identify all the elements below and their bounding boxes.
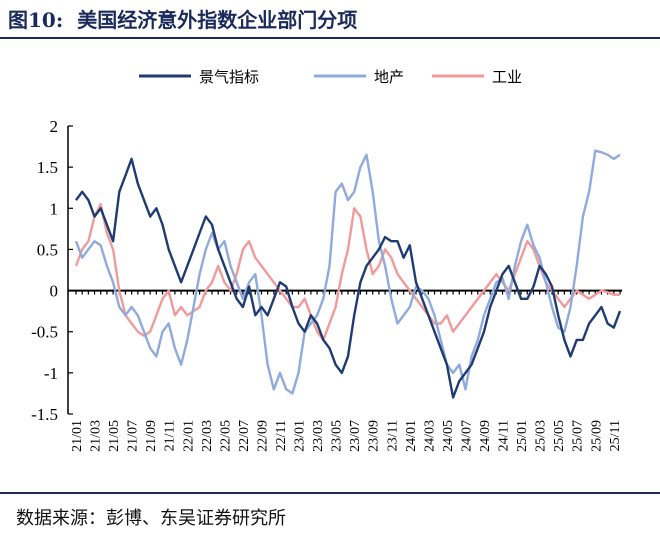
x-tick-label: 22/09 (255, 420, 270, 452)
figure-title: 图10: 美国经济意外指数企业部门分项 (8, 4, 357, 33)
x-tick-label: 24/11 (497, 420, 512, 451)
x-tick-label: 25/05 (552, 420, 567, 452)
series-line-0 (75, 157, 622, 399)
legend-label-2: 工业 (492, 68, 522, 86)
x-tick-label: 24/07 (459, 420, 474, 452)
x-tick-label: 23/11 (385, 420, 400, 451)
x-tick-label: 24/01 (404, 420, 419, 452)
series-line-2 (74, 203, 620, 342)
y-tick-label: 0.5 (37, 240, 58, 259)
y-axis: 2 1.5 1 0.5 0 -0.5 -1 -1.5 (31, 117, 73, 424)
series-line-1 (74, 149, 621, 395)
x-tick-label: 25/07 (571, 420, 586, 452)
y-tick-label: 2 (50, 117, 59, 136)
x-tick-label: 24/05 (441, 420, 456, 452)
x-tick-label: 22/03 (200, 420, 215, 452)
legend-label-0: 景气指标 (199, 68, 259, 86)
top-rule (0, 37, 660, 39)
bottom-rule (0, 492, 660, 494)
y-tick-label: -1.5 (31, 405, 58, 424)
legend-label-1: 地产 (374, 68, 404, 86)
x-tick-label: 22/01 (181, 420, 196, 452)
y-tick-label: 1 (50, 199, 59, 218)
x-tick-label: 22/07 (237, 420, 252, 452)
x-tick-label: 23/03 (311, 420, 326, 452)
x-axis: 21/01 21/03 21/05 21/07 21/09 21/11 22/01 22/03… (68, 289, 623, 452)
x-tick-label: 25/11 (608, 420, 623, 451)
figure-number: 图10: (8, 8, 64, 32)
x-tick-label: 23/09 (367, 420, 382, 452)
chart-legend: 景气指标 地产 工业 (139, 68, 522, 86)
x-tick-label: 22/05 (218, 420, 233, 452)
x-tick-label: 22/11 (274, 420, 289, 451)
y-tick-label: -0.5 (31, 323, 58, 342)
x-tick-label: 21/11 (163, 420, 178, 451)
x-tick-label: 21/09 (144, 420, 159, 452)
x-tick-label: 23/07 (348, 420, 363, 452)
source-note: 数据来源：彭博、东吴证券研究所 (16, 508, 286, 529)
y-tick-label: 1.5 (37, 158, 58, 177)
x-tick-label: 24/09 (478, 420, 493, 452)
y-tick-label: -1 (44, 364, 58, 383)
figure-title-text: 美国经济意外指数企业部门分项 (77, 8, 358, 32)
x-tick-label: 21/07 (126, 420, 141, 452)
x-tick-label: 24/03 (422, 420, 437, 452)
x-tick-label: 25/01 (515, 420, 530, 452)
x-tick-label: 25/03 (534, 420, 549, 452)
x-tick-label: 23/01 (293, 420, 308, 452)
y-tick-label: 0 (50, 282, 59, 301)
x-tick-label: 23/05 (330, 420, 345, 452)
series-layer (74, 149, 622, 399)
x-tick-label: 25/09 (589, 420, 604, 452)
x-tick-label: 21/03 (89, 420, 104, 452)
x-tick-label: 21/05 (107, 420, 122, 452)
x-tick-label: 21/01 (70, 420, 85, 452)
